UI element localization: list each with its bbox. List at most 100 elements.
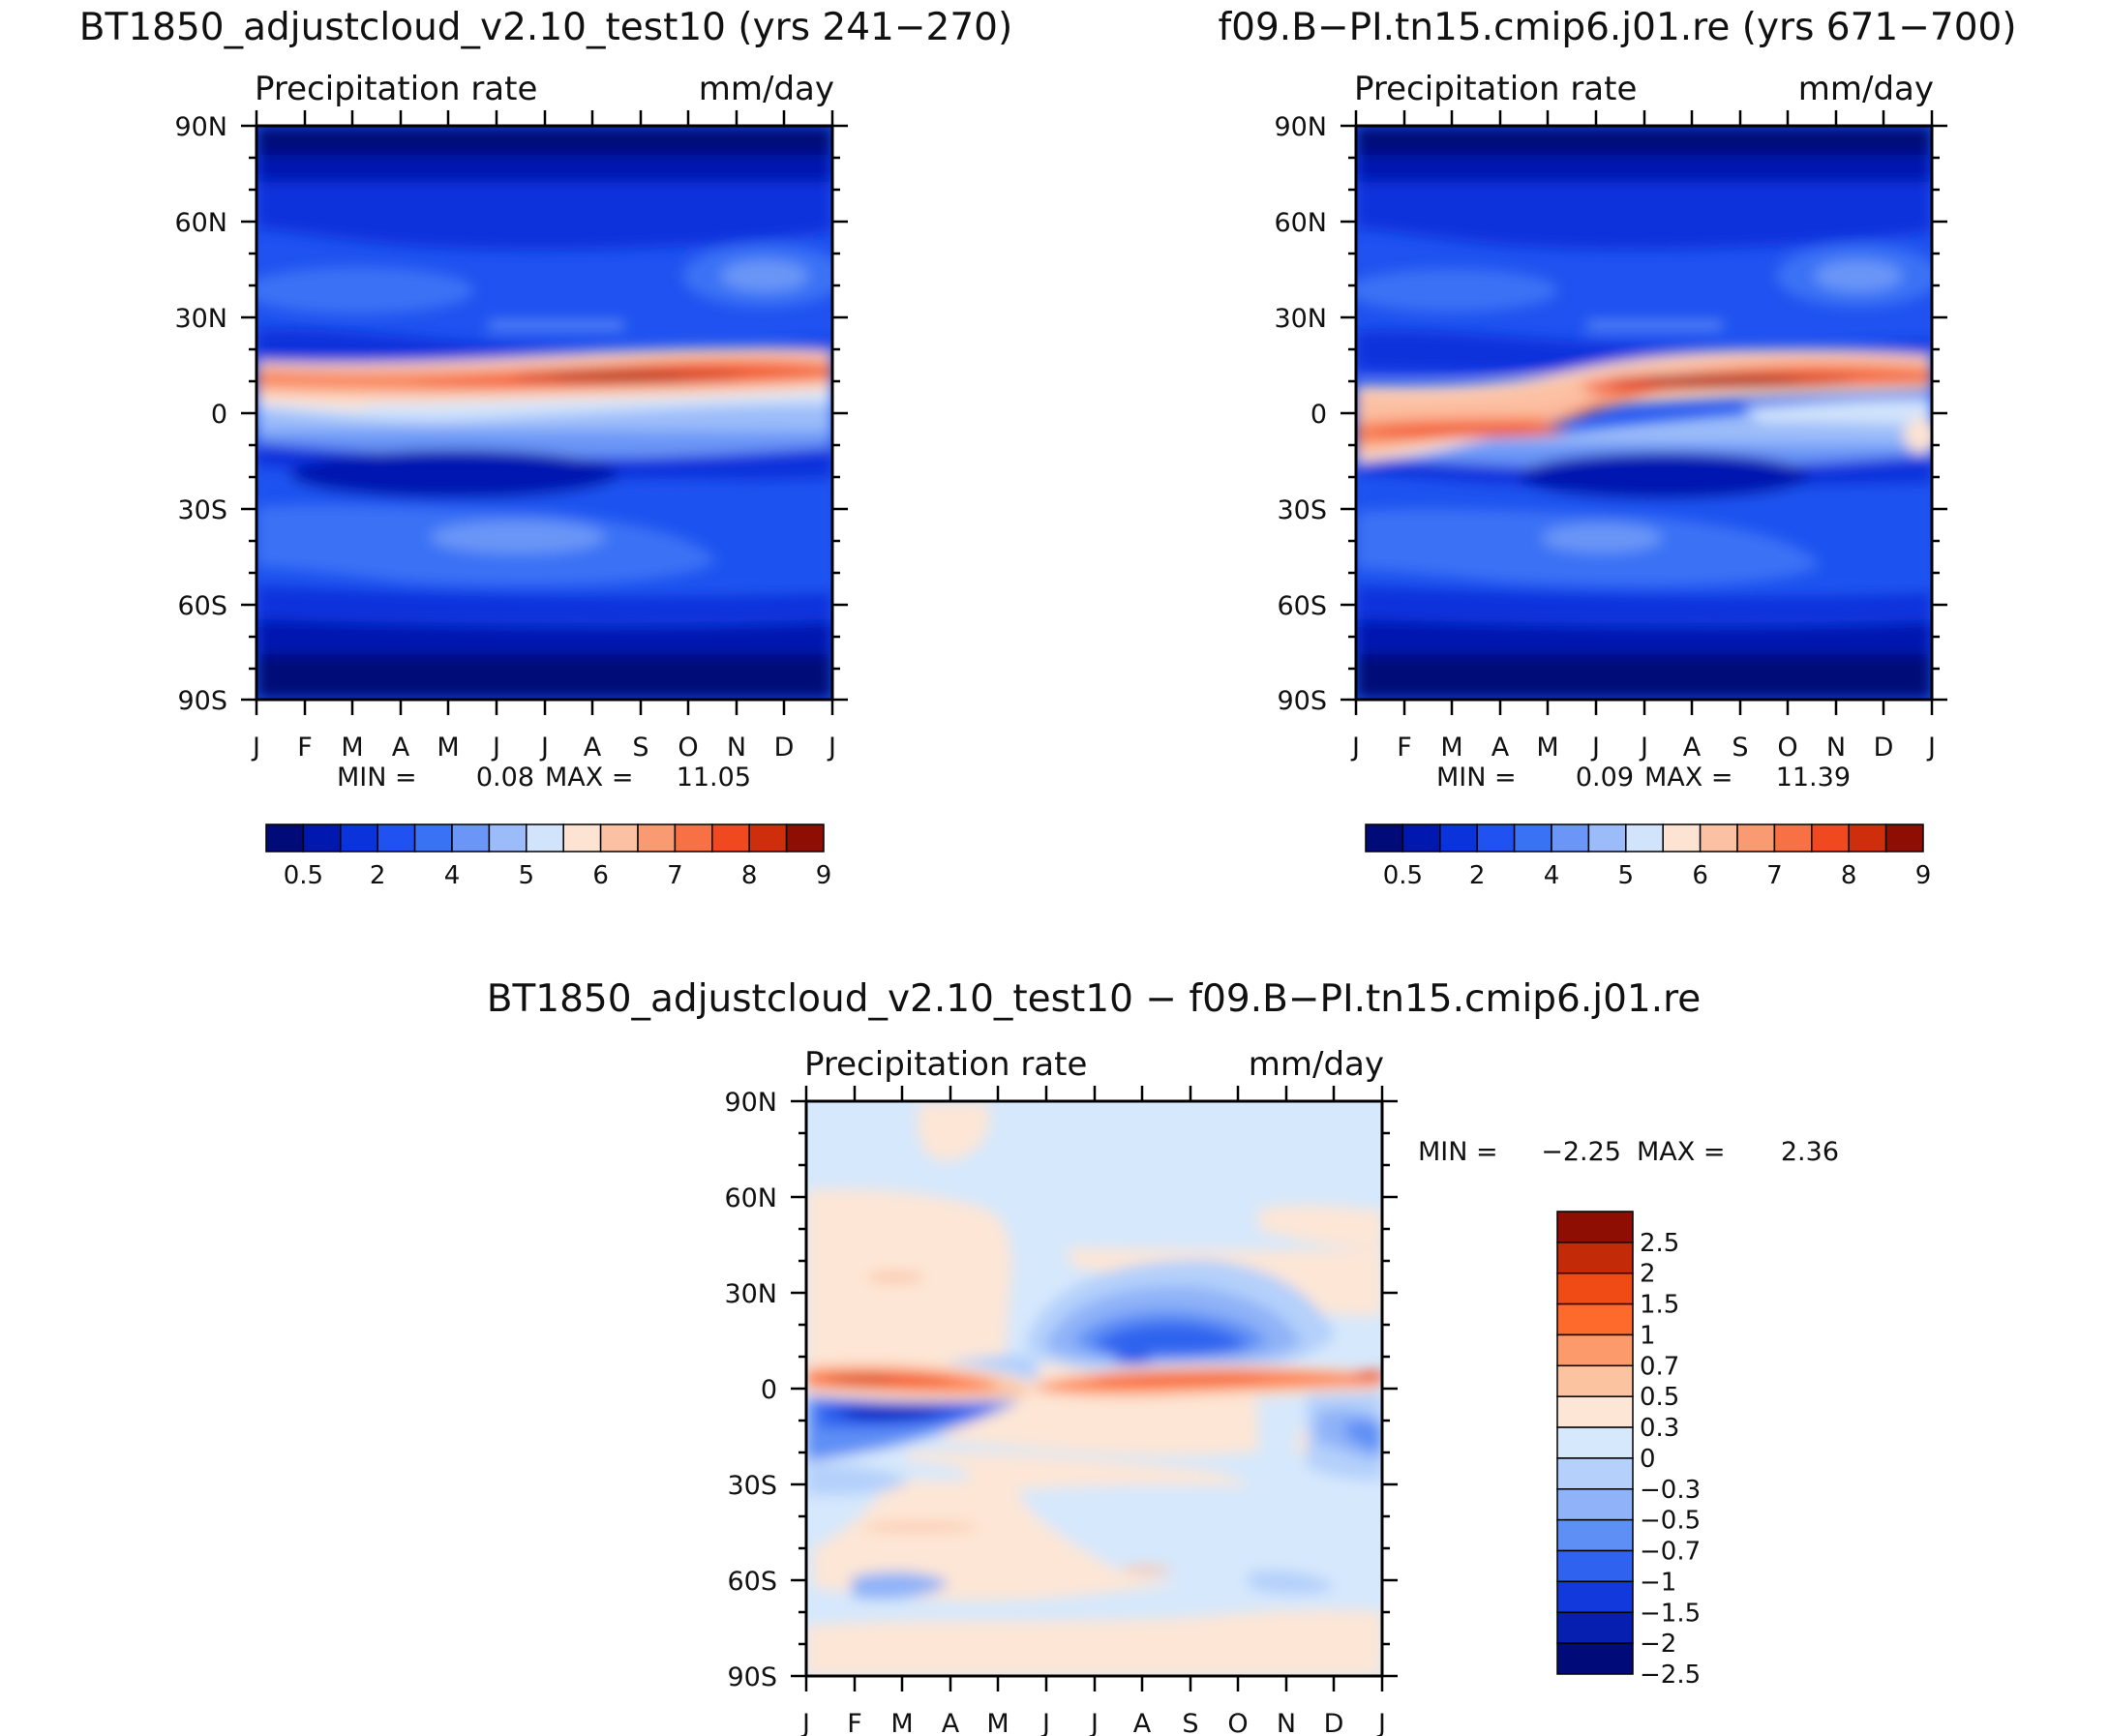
x-tick-label: J [827,733,836,763]
x-tick-label: J [1639,733,1648,763]
colorbar-label: −0.3 [1640,1476,1701,1505]
colorbar-swatch [674,823,713,853]
panel-diff-colorbar: 2.521.510.70.50.30−0.3−0.5−0.7−1−1.5−2−2… [1556,1211,1701,1690]
colorbar-swatch [1556,1426,1634,1459]
colorbar-swatch [1556,1642,1634,1675]
min-label: MIN = [1418,1137,1498,1167]
panel-control-colorbar: 0.5 2 4 5 6 7 8 9 [265,823,832,890]
colorbar-swatch [265,823,305,853]
colorbar-label: 0.5 [1383,861,1423,890]
colorbar-swatch [1556,1333,1634,1367]
colorbar-label: 7 [667,861,683,890]
max-value: 11.05 [677,763,751,793]
x-tick-label: J [1926,733,1936,763]
y-tick-label: 30S [728,1471,778,1501]
max-value: 2.36 [1781,1137,1839,1167]
y-tick-label: 60S [728,1567,778,1597]
colorbar-swatch [1556,1518,1634,1552]
x-tick-label: A [1683,733,1702,763]
colorbar-label: 1 [1640,1321,1656,1350]
y-tick-label: 30N [1274,304,1327,334]
colorbar-swatch [1625,823,1664,853]
colorbar-label: 5 [519,861,535,890]
colorbar-swatch [1551,823,1590,853]
x-tick-label: D [1874,733,1894,763]
panel-diff-ticks [791,1086,1398,1691]
colorbar-label: 0.5 [284,861,323,890]
colorbar-label: 9 [1915,861,1932,890]
panel-diff-y-axis: 90N 60N 30N 0 30S 60S 90S [724,1088,777,1692]
panel-case-field [1356,126,1932,700]
x-tick-label: J [539,733,549,763]
min-value: 0.09 [1576,763,1634,793]
y-tick-label: 30S [1278,495,1328,525]
panel-control-units: mm/day [699,70,834,108]
colorbar-swatch [1556,1302,1634,1336]
panel-case-colorbar: 0.5 2 4 5 6 7 8 9 [1365,823,1932,890]
y-tick-label: 60S [1278,591,1328,621]
panel-case-ticks [1341,110,1947,715]
colorbar-swatch [340,823,378,853]
x-tick-label: D [1324,1709,1344,1736]
x-tick-label: F [847,1709,862,1736]
colorbar-swatch [1556,1242,1634,1274]
y-tick-label: 60N [1274,208,1327,238]
panel-control-ticks [241,110,848,715]
x-tick-label: J [491,733,500,763]
y-tick-label: 90S [178,686,228,716]
panel-case-variable: Precipitation rate [1354,70,1637,108]
colorbar-label: 4 [1544,861,1560,890]
x-tick-label: S [1732,733,1748,763]
panel-case-y-axis: 90N 60N 30N 0 30S 60S 90S [1274,112,1327,716]
x-tick-label: A [1133,1709,1152,1736]
max-label: MAX = [1644,763,1732,793]
colorbar-label: 8 [1841,861,1857,890]
x-tick-label: M [1440,733,1462,763]
colorbar-swatch [1513,823,1552,853]
colorbar-label: −1.5 [1640,1599,1701,1628]
colorbar-label: 9 [816,861,832,890]
colorbar-swatch [1401,823,1441,853]
x-tick-label: S [1182,1709,1198,1736]
colorbar-swatch [1662,823,1702,853]
x-tick-label: S [632,733,648,763]
panel-control-x-axis: J F M A M J J A S O N D J [251,733,836,763]
x-tick-label: J [800,1709,810,1736]
x-tick-label: J [251,733,260,763]
x-tick-label: F [1397,733,1412,763]
x-tick-label: M [1536,733,1558,763]
y-tick-label: 0 [211,400,227,430]
min-label: MIN = [337,763,417,793]
panel-case-title: f09.B−PI.tn15.cmip6.j01.re (yrs 671−700) [1218,6,2016,49]
y-tick-label: 0 [761,1375,777,1405]
colorbar-swatch [302,823,342,853]
x-tick-label: A [942,1709,960,1736]
panel-diff-variable: Precipitation rate [804,1045,1087,1084]
colorbar-label: 0.5 [1640,1383,1679,1412]
x-tick-label: N [1826,733,1846,763]
panel-diff-field [806,1101,1382,1676]
colorbar-swatch [1556,1549,1634,1583]
x-tick-label: A [392,733,410,763]
panel-case-x-axis: J F M A M J J A S O N D J [1350,733,1936,763]
colorbar-label: 7 [1766,861,1783,890]
colorbar-label: 6 [1692,861,1708,890]
colorbar-label: 0.7 [1640,1352,1679,1381]
y-tick-label: 60N [174,208,227,238]
x-tick-label: A [584,733,602,763]
x-tick-label: M [437,733,459,763]
colorbar-swatch [1556,1580,1634,1614]
x-tick-label: N [1277,1709,1296,1736]
x-tick-label: A [1491,733,1510,763]
y-tick-label: 0 [1311,400,1327,430]
panel-diff-units: mm/day [1249,1045,1384,1084]
x-tick-label: M [341,733,363,763]
colorbar-label: 4 [444,861,461,890]
panel-case: f09.B−PI.tn15.cmip6.j01.re (yrs 671−700)… [1218,6,2016,890]
panel-control: BT1850_adjustcloud_v2.10_test10 (yrs 241… [79,6,1012,890]
x-tick-label: M [986,1709,1009,1736]
panel-control-y-axis: 90N 60N 30N 0 30S 60S 90S [174,112,227,716]
x-tick-label: J [1040,1709,1050,1736]
y-tick-label: 60N [724,1183,777,1213]
colorbar-swatch [562,823,602,853]
